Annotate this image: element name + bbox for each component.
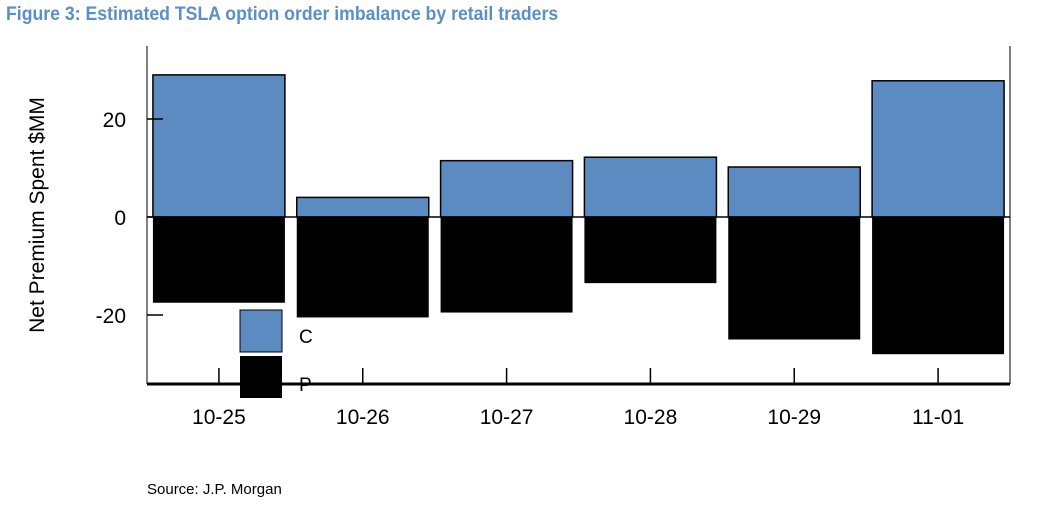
bar-puts-10-26 [296, 217, 429, 318]
figure-title: Figure 3: Estimated TSLA option order im… [6, 4, 559, 25]
legend: C P [239, 309, 313, 398]
bar-puts-11-01 [872, 217, 1005, 355]
y-tick-label: 20 [103, 109, 126, 132]
bar-calls-10-29 [727, 166, 861, 218]
x-tick-label: 10-25 [192, 406, 246, 429]
y-tick-label: 0 [114, 207, 126, 230]
bar-calls-11-01 [871, 80, 1005, 218]
axes-layer: 10-25 10-26 10-27 10-28 10-29 11-01 20 0 -20 [96, 46, 1011, 429]
bars-layer [152, 74, 1005, 355]
x-tick-label: 10-29 [767, 406, 821, 429]
bar-calls-10-28 [583, 156, 718, 218]
legend-swatch-puts [240, 356, 282, 398]
source-note: Source: J.P. Morgan [147, 481, 282, 498]
x-tick-label: 10-27 [480, 406, 534, 429]
legend-label-calls: C [299, 327, 313, 348]
x-tick-label: 10-28 [624, 406, 678, 429]
legend-swatch-calls [239, 309, 283, 353]
bar-puts-10-25 [152, 217, 285, 303]
bar-calls-10-26 [296, 196, 430, 218]
y-axis-label: Net Premium Spent $MM [26, 97, 49, 333]
bar-puts-10-29 [728, 217, 861, 340]
bar-calls-10-27 [439, 159, 574, 218]
x-tick-label: 11-01 [912, 406, 964, 429]
bar-calls-10-25 [152, 74, 286, 218]
bar-puts-10-27 [440, 217, 573, 313]
legend-label-puts: P [299, 375, 312, 396]
x-tick-label: 10-26 [336, 406, 390, 429]
y-tick-label: -20 [96, 305, 126, 328]
bar-puts-10-28 [584, 217, 717, 284]
